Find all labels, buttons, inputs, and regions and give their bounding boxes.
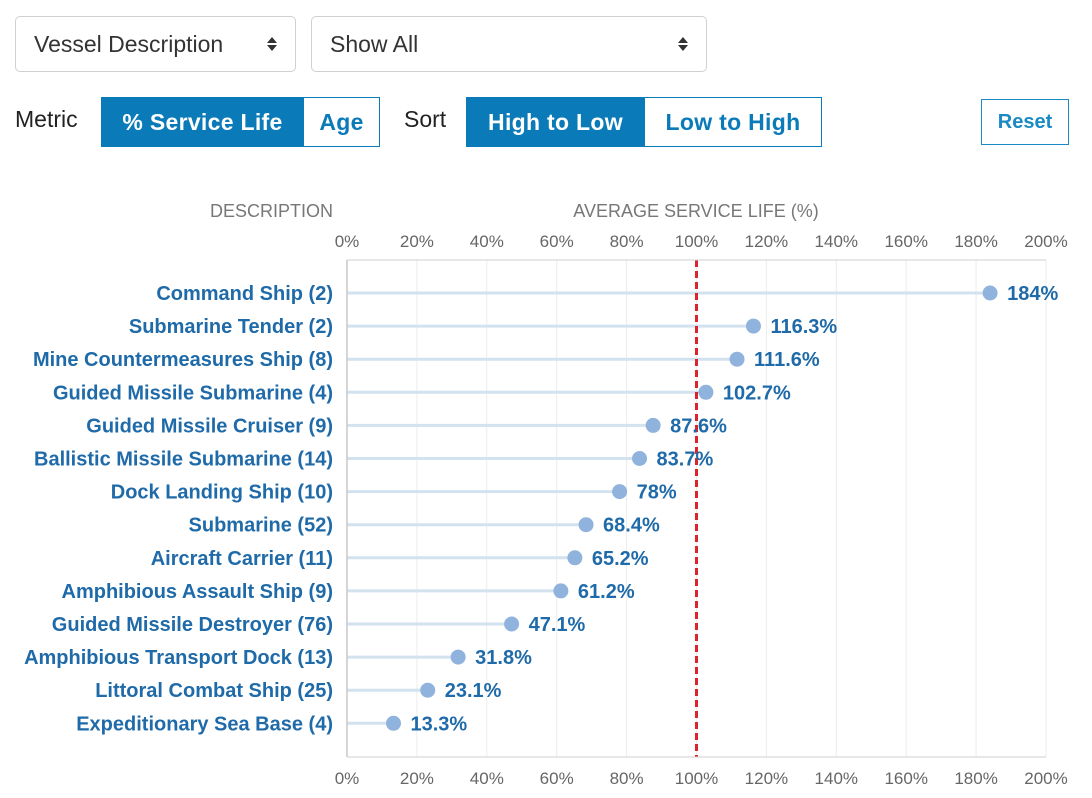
category-label[interactable]: Ballistic Missile Submarine (14): [34, 449, 333, 471]
select-arrows-icon: [267, 37, 277, 51]
sort-label: Sort: [404, 106, 447, 132]
metric-toggle: % Service Life Age: [101, 97, 380, 147]
x-tick-label-bottom: 0%: [335, 769, 360, 788]
value-label: 116.3%: [770, 316, 837, 338]
metric-service-life-button[interactable]: % Service Life: [101, 97, 304, 147]
x-tick-label-bottom: 80%: [610, 769, 644, 788]
value-label: 78%: [637, 482, 677, 504]
x-tick-label-bottom: 120%: [745, 769, 788, 788]
value-label: 31.8%: [475, 647, 532, 669]
reset-button[interactable]: Reset: [981, 99, 1069, 145]
x-tick-label-top: 80%: [610, 232, 644, 251]
x-tick-label-top: 120%: [745, 232, 788, 251]
filter-select[interactable]: Show All: [311, 16, 707, 72]
data-point[interactable]: [645, 417, 661, 433]
data-point[interactable]: [698, 384, 714, 400]
category-label[interactable]: Expeditionary Sea Base (4): [76, 713, 333, 735]
sort-toggle: High to Low Low to High: [466, 97, 822, 147]
category-label[interactable]: Mine Countermeasures Ship (8): [33, 349, 333, 371]
value-label: 68.4%: [603, 515, 660, 537]
data-point[interactable]: [504, 616, 520, 632]
data-point[interactable]: [420, 682, 436, 698]
x-tick-label-bottom: 160%: [884, 769, 927, 788]
value-label: 23.1%: [445, 680, 502, 702]
sort-high-to-low-button[interactable]: High to Low: [466, 97, 645, 147]
x-axis-title: AVERAGE SERVICE LIFE (%): [573, 201, 818, 221]
value-label: 102.7%: [723, 382, 791, 404]
data-point[interactable]: [578, 517, 594, 533]
data-point[interactable]: [567, 550, 583, 566]
category-label[interactable]: Submarine (52): [189, 515, 333, 537]
x-tick-label-bottom: 60%: [540, 769, 574, 788]
value-label: 87.6%: [670, 415, 727, 437]
x-tick-label-top: 200%: [1024, 232, 1067, 251]
category-label[interactable]: Littoral Combat Ship (25): [95, 680, 333, 702]
category-label[interactable]: Aircraft Carrier (11): [151, 548, 333, 570]
value-label: 13.3%: [410, 713, 467, 735]
data-point[interactable]: [612, 484, 628, 500]
group-by-select[interactable]: Vessel Description: [15, 16, 296, 72]
category-label[interactable]: Guided Missile Cruiser (9): [86, 415, 333, 437]
description-header: DESCRIPTION: [210, 201, 333, 221]
x-tick-label-bottom: 200%: [1024, 769, 1067, 788]
category-label[interactable]: Amphibious Transport Dock (13): [24, 647, 333, 669]
x-tick-label-top: 160%: [884, 232, 927, 251]
data-point[interactable]: [982, 285, 998, 301]
value-label: 61.2%: [578, 581, 635, 603]
x-tick-label-bottom: 40%: [470, 769, 504, 788]
x-tick-label-bottom: 140%: [815, 769, 858, 788]
data-point[interactable]: [745, 318, 761, 334]
data-point[interactable]: [632, 451, 648, 466]
sort-low-to-high-button[interactable]: Low to High: [645, 97, 822, 147]
value-label: 83.7%: [657, 449, 714, 471]
value-label: 111.6%: [754, 349, 820, 371]
category-label[interactable]: Submarine Tender (2): [129, 316, 333, 338]
group-by-select-value: Vessel Description: [34, 30, 224, 57]
category-label[interactable]: Dock Landing Ship (10): [111, 482, 333, 504]
x-tick-label-top: 60%: [540, 232, 574, 251]
data-point[interactable]: [729, 351, 745, 367]
x-tick-label-top: 20%: [400, 232, 434, 251]
x-tick-label-bottom: 180%: [954, 769, 997, 788]
x-tick-label-bottom: 100%: [675, 769, 718, 788]
filter-select-value: Show All: [330, 30, 419, 57]
select-arrows-icon: [678, 37, 688, 51]
category-label[interactable]: Amphibious Assault Ship (9): [62, 581, 334, 603]
value-label: 184%: [1007, 283, 1058, 305]
data-point[interactable]: [450, 649, 466, 665]
x-tick-label-bottom: 20%: [400, 769, 434, 788]
category-label[interactable]: Guided Missile Submarine (4): [53, 382, 333, 404]
x-tick-label-top: 140%: [815, 232, 858, 251]
x-tick-label-top: 0%: [335, 232, 360, 251]
data-point[interactable]: [385, 715, 401, 731]
x-tick-label-top: 40%: [470, 232, 504, 251]
metric-label: Metric: [15, 106, 78, 132]
value-label: 47.1%: [529, 614, 586, 636]
value-label: 65.2%: [592, 548, 649, 570]
x-tick-label-top: 100%: [675, 232, 718, 251]
category-label[interactable]: Command Ship (2): [156, 283, 333, 305]
data-point[interactable]: [553, 583, 569, 599]
x-tick-label-top: 180%: [954, 232, 997, 251]
category-label[interactable]: Guided Missile Destroyer (76): [52, 614, 333, 636]
metric-age-button[interactable]: Age: [304, 97, 380, 147]
